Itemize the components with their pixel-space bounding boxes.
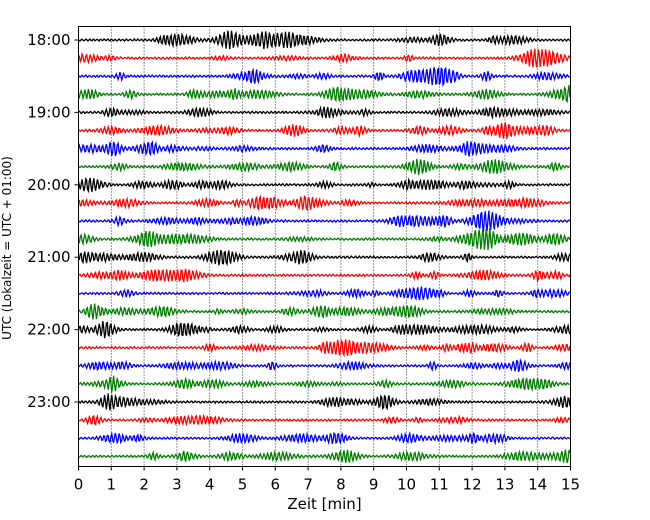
seismic-trace bbox=[77, 286, 571, 301]
x-tick-label: 3 bbox=[172, 476, 182, 494]
plot-frame bbox=[78, 26, 571, 467]
x-tick-label: 13 bbox=[495, 476, 514, 494]
seismic-trace bbox=[78, 249, 571, 267]
x-tick-label: 6 bbox=[271, 476, 281, 494]
seismic-trace bbox=[77, 228, 571, 250]
grid-lines bbox=[110, 26, 539, 467]
seismic-trace bbox=[78, 194, 571, 212]
seismic-trace bbox=[78, 303, 571, 320]
seismic-trace bbox=[78, 357, 571, 373]
x-tick-label: 9 bbox=[369, 476, 379, 494]
seismic-trace bbox=[77, 48, 571, 68]
x-tick-label: 12 bbox=[463, 476, 482, 494]
x-tick-label: 0 bbox=[74, 476, 84, 494]
x-axis-label: Zeit [min] bbox=[287, 495, 361, 513]
y-tick-label: 20:00 bbox=[27, 176, 70, 194]
y-tick-label: 19:00 bbox=[27, 103, 70, 121]
seismic-trace bbox=[77, 210, 571, 232]
x-tick-label: 10 bbox=[397, 476, 416, 494]
seismic-trace bbox=[77, 413, 571, 427]
seismic-trace bbox=[78, 375, 571, 393]
seismic-trace bbox=[77, 158, 571, 176]
seismic-trace bbox=[77, 105, 571, 120]
seismic-traces bbox=[77, 30, 571, 464]
y-axis-label: UTC (Lokalzeit = UTC + 01:00) bbox=[0, 156, 14, 340]
seismic-trace bbox=[78, 449, 571, 464]
seismic-trace bbox=[77, 140, 571, 157]
y-tick-label: 21:00 bbox=[27, 248, 70, 266]
seismic-trace bbox=[77, 393, 571, 411]
x-tick-label: 5 bbox=[238, 476, 248, 494]
x-tick-label: 14 bbox=[528, 476, 547, 494]
seismic-trace bbox=[77, 321, 571, 339]
x-tick-label: 7 bbox=[303, 476, 313, 494]
x-axis-ticks: 0 1 2 3 4 5 6 7 8 9 10 11 12 13 14 15 bbox=[74, 466, 580, 494]
seismic-trace bbox=[77, 30, 571, 50]
y-tick-label: 23:00 bbox=[27, 393, 70, 411]
x-tick-label: 1 bbox=[107, 476, 117, 494]
seismic-trace bbox=[77, 339, 571, 358]
x-tick-label: 8 bbox=[336, 476, 346, 494]
seismic-trace bbox=[77, 268, 571, 284]
seismic-trace bbox=[78, 430, 571, 446]
x-tick-label: 11 bbox=[430, 476, 449, 494]
y-tick-label: 18:00 bbox=[27, 31, 70, 49]
seismic-trace bbox=[77, 66, 571, 88]
seismic-trace bbox=[77, 85, 571, 104]
seismic-trace bbox=[77, 177, 571, 194]
y-axis-ticks: 18:00 19:00 20:00 21:00 22:00 23:00 bbox=[27, 31, 79, 411]
x-tick-label: 15 bbox=[561, 476, 580, 494]
x-tick-label: 4 bbox=[205, 476, 215, 494]
seismic-trace bbox=[78, 122, 571, 141]
x-tick-label: 2 bbox=[139, 476, 149, 494]
y-tick-label: 22:00 bbox=[27, 321, 70, 339]
